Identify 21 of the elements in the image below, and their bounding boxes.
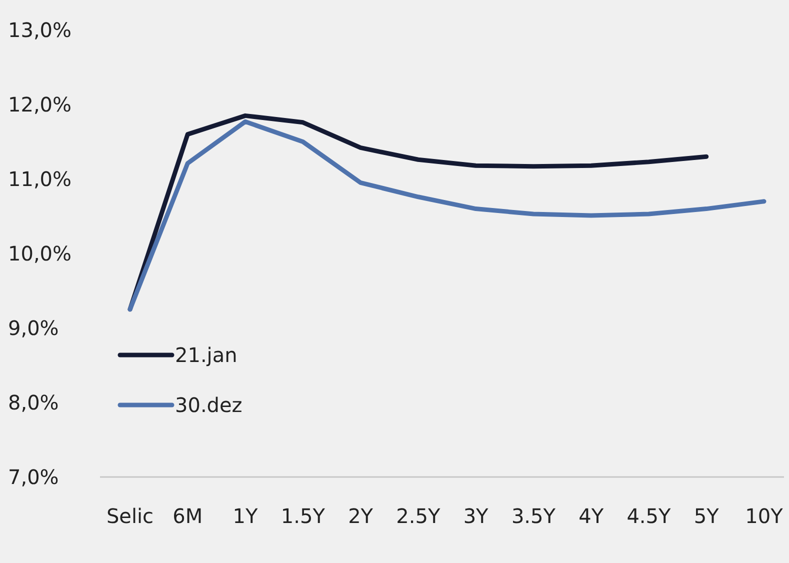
x-tick-label: 1.5Y xyxy=(280,504,326,528)
x-tick-label: 3Y xyxy=(463,504,490,528)
x-tick-label: 2.5Y xyxy=(396,504,441,528)
y-tick-label: 12,0% xyxy=(8,92,72,116)
y-tick-label: 10,0% xyxy=(8,242,72,266)
x-tick-label: 2Y xyxy=(348,504,374,528)
x-tick-label: 5Y xyxy=(694,504,720,528)
x-tick-label: 6M xyxy=(172,504,203,528)
x-tick-label: Selic xyxy=(106,504,154,528)
y-tick-label: 11,0% xyxy=(8,167,72,191)
legend-label: 21.jan xyxy=(175,343,238,367)
y-tick-label: 7,0% xyxy=(8,465,59,489)
y-tick-label: 8,0% xyxy=(8,390,59,414)
x-tick-label: 3.5Y xyxy=(511,504,556,528)
y-tick-label: 13,0% xyxy=(8,18,72,42)
legend-label: 30.dez xyxy=(175,393,242,417)
y-tick-label: 9,0% xyxy=(8,316,59,340)
x-tick-label: 10Y xyxy=(745,504,784,528)
x-tick-label: 4Y xyxy=(578,504,604,528)
x-tick-label: 4.5Y xyxy=(626,504,672,528)
x-tick-label: 1Y xyxy=(232,504,259,528)
